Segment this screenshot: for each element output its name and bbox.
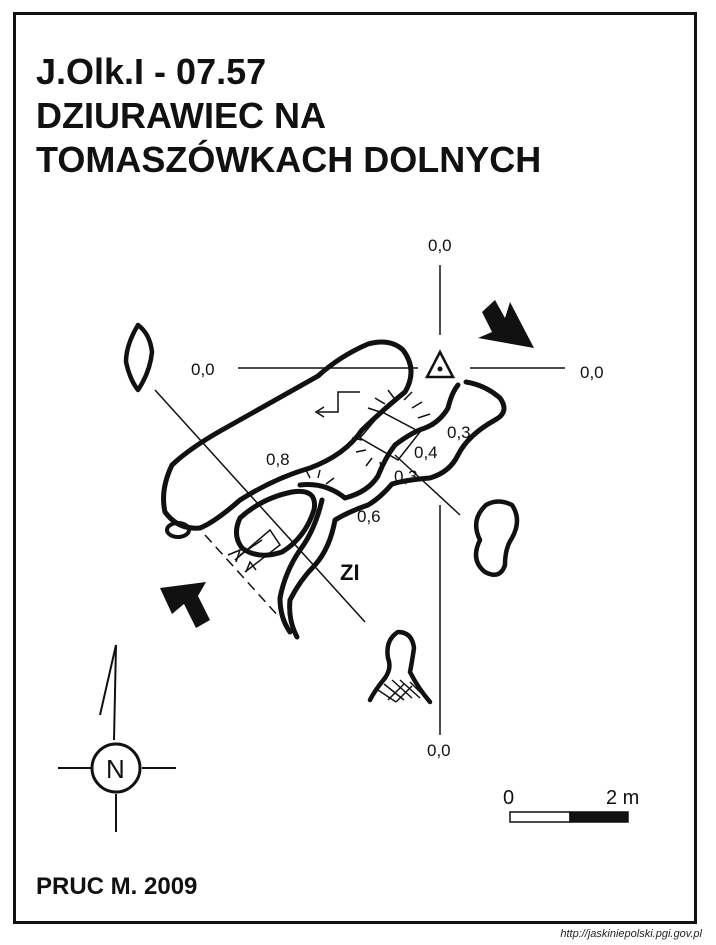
north-letter: N xyxy=(106,754,125,784)
cave-name-line2: TOMASZÓWKACH DOLNYCH xyxy=(36,139,542,180)
source-url: http://jaskiniepolski.pgi.gov.pl xyxy=(560,928,702,940)
slope-arrows xyxy=(314,391,360,418)
datum-label-north: 0,0 xyxy=(428,236,452,255)
depth-label-e: 0,6 xyxy=(357,507,381,526)
passage-south-wall xyxy=(297,382,461,501)
section-dashed-line xyxy=(204,528,282,619)
entrance-arrow-southwest-icon xyxy=(160,582,210,628)
author-year: PRUC M. 2009 xyxy=(36,873,198,900)
section-line-short xyxy=(394,454,461,516)
passage-west-wall xyxy=(277,497,325,635)
map-frame xyxy=(13,12,697,924)
cave-code: J.Olk.I - 07.57 xyxy=(36,51,267,92)
depth-label-d: 0,3 xyxy=(394,467,418,486)
cave-outline xyxy=(123,322,520,705)
depth-label-b: 0,3 xyxy=(447,423,471,442)
cross-section-box xyxy=(358,411,422,461)
scale-label-start: 0 xyxy=(503,787,514,809)
datum-label-east: 0,0 xyxy=(580,363,604,382)
inner-loop-outline xyxy=(234,488,318,558)
rock-block-south xyxy=(367,629,433,705)
scale-label-end: 2 m xyxy=(606,787,639,809)
depth-label-a: 0,8 xyxy=(266,450,290,469)
scale-bar: 0 2 m xyxy=(503,787,639,823)
depth-label-c: 0,4 xyxy=(414,443,438,462)
upper-chamber-outline xyxy=(161,339,414,531)
passage-east-wall xyxy=(287,379,507,640)
north-arrow-icon: N xyxy=(58,644,176,832)
datum-label-west: 0,0 xyxy=(191,360,215,379)
rock-block-east xyxy=(473,499,520,578)
feature-label: ZI xyxy=(340,560,360,585)
cave-name-line1: DZIURAWIEC NA xyxy=(36,95,326,136)
small-opening-outline xyxy=(165,521,191,539)
datum-label-south: 0,0 xyxy=(427,741,451,760)
ledge-hatching xyxy=(305,389,435,703)
entrance-arrow-northeast-icon xyxy=(478,300,534,348)
rock-block-northwest xyxy=(123,322,155,393)
datum-point-icon xyxy=(424,349,456,379)
